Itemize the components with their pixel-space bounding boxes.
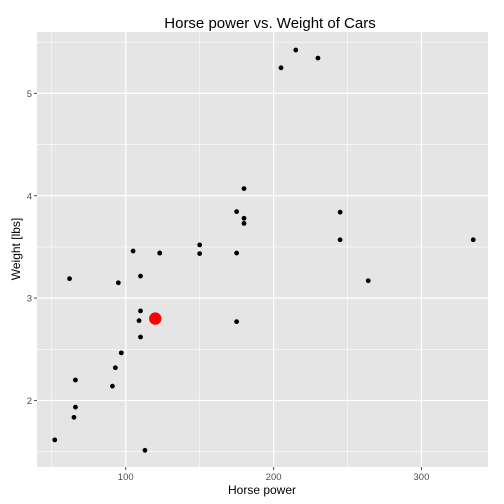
y-tick-label: 5 (27, 89, 32, 100)
data-point (115, 280, 121, 286)
data-point (197, 242, 203, 248)
data-point (241, 221, 247, 226)
data-point (138, 308, 143, 314)
data-points (52, 47, 476, 453)
grid-lines (37, 32, 488, 467)
y-tick-label: 2 (27, 396, 32, 407)
data-point (293, 47, 299, 53)
data-point (73, 377, 78, 383)
data-point (136, 318, 142, 324)
highlight-layer (149, 312, 162, 325)
chart-title: Horse power vs. Weight of Cars (164, 15, 375, 32)
y-tick-label: 3 (27, 294, 32, 305)
highlighted-point (149, 312, 162, 325)
y-axis-ticks: 2 3 4 5 (27, 89, 37, 407)
data-point (470, 237, 476, 243)
data-point (234, 319, 240, 325)
data-point (157, 250, 163, 256)
data-point (130, 248, 136, 254)
data-point (241, 215, 247, 221)
data-point (112, 365, 118, 371)
data-point (337, 237, 343, 243)
x-tick-label: 200 (266, 472, 282, 483)
data-point (138, 273, 143, 279)
y-axis-title: Weight [lbs] (9, 218, 23, 280)
data-point (234, 209, 240, 215)
data-point (73, 404, 78, 410)
data-point (365, 278, 371, 284)
x-tick-label: 300 (414, 472, 430, 483)
data-point (52, 437, 58, 443)
x-tick-label: 100 (118, 472, 134, 483)
data-point (67, 276, 72, 282)
data-point (315, 55, 321, 61)
plot-panel (37, 32, 488, 467)
data-point (118, 350, 124, 356)
x-axis-title: Horse power (228, 483, 296, 497)
data-point (197, 251, 203, 256)
y-tick-label: 4 (27, 191, 32, 202)
data-point (110, 383, 115, 389)
data-point (337, 209, 343, 215)
x-axis-ticks: 100 200 300 (118, 467, 430, 483)
data-point (138, 334, 143, 340)
data-point (278, 65, 284, 71)
data-point (241, 186, 247, 192)
data-point (234, 250, 240, 256)
data-point (71, 414, 77, 420)
data-point (142, 447, 148, 453)
